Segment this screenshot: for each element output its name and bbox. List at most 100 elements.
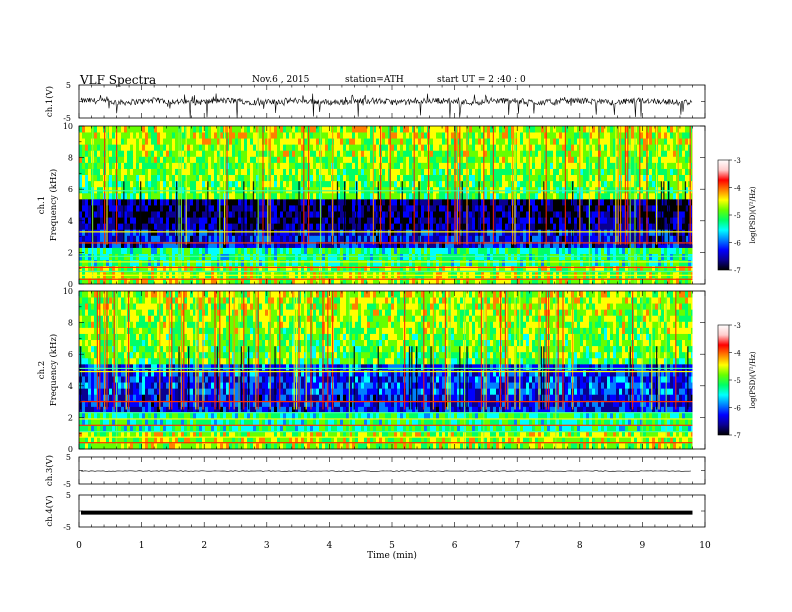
spectrogram-cell [412,247,416,255]
spectrogram-cell [370,168,374,176]
spectrogram-cell [580,174,584,182]
spectrogram-cell [361,241,365,248]
spectrogram-cell [361,150,365,157]
spectrogram-cell [556,265,560,273]
spectrogram-cell [541,265,545,273]
spectrogram-cell [508,138,512,145]
spectrogram-cell [187,180,191,188]
spectrogram-cell [490,150,494,157]
spectrogram-cell [262,241,266,248]
spectrogram-cell [472,247,476,255]
spectrogram-cell [310,174,314,182]
spectrogram-cell [526,144,530,151]
spectrogram-cell [349,144,353,151]
spectrogram-cell [196,235,200,242]
spectrogram-cell [304,138,308,145]
spectrogram-cell [550,156,554,163]
spectrogram-cell [400,156,404,163]
spectrogram-cell [652,144,656,151]
spectrogram-cell [664,192,668,200]
spectrogram-cell [403,217,407,224]
spectrogram-cell [205,235,209,242]
spectrogram-cell [445,138,449,145]
spectrogram-cell [385,265,389,273]
spectrogram-cell [514,174,518,182]
spectrogram-cell [94,162,98,169]
spectrogram-cell [637,150,641,157]
spectrogram-cell [292,223,296,230]
spectrogram-cell [574,156,578,163]
spectrogram-cell [553,138,557,145]
spectrogram-cell [538,223,542,230]
spectrogram-cell [577,265,581,273]
spectrogram-cell [310,180,314,188]
spectrogram-cell [451,223,455,230]
spectrogram-cell [211,223,215,230]
spectrogram-cell [439,174,443,182]
spectrogram-cell [262,174,266,182]
spectrogram-cell [283,180,287,188]
spectrogram-cell [658,168,662,176]
spectrogram-cell [313,235,317,242]
spectrogram-cell [220,156,224,163]
spectrogram-cell [679,162,683,169]
spectrogram-cell [550,144,554,151]
spectrogram-cell [577,235,581,242]
spectrogram-cell [118,211,122,218]
spectrogram-cell [100,180,104,188]
spectrogram-cell [457,277,461,285]
spectrogram-cell [283,241,287,248]
spectrogram-cell [172,241,176,248]
spectrogram-cell [610,211,614,218]
spectrogram-cell [391,277,395,285]
spectrogram-cell [499,205,503,212]
spectrogram-cell [199,162,203,169]
spectrogram-cell [79,265,83,273]
spectrogram-cell [673,168,677,176]
spectrogram-cell [244,235,248,242]
spectrogram-cell [157,247,161,255]
spectrogram-cell [571,168,575,176]
spectrogram-cell [313,192,317,200]
spectrogram-cell [640,247,644,255]
spectrogram-cell [685,144,689,151]
spectrogram-cell [469,150,473,157]
spectrogram-cell [424,241,428,248]
spectrogram-cell [199,180,203,188]
spectrogram-cell [115,241,119,248]
spectrogram-cell [547,247,551,255]
spectrogram-cell [541,198,545,206]
spectrogram-cell [592,180,596,188]
spectrogram-cell [367,174,371,182]
spectrogram-cell [337,198,341,206]
spectrogram-cell [604,265,608,273]
spectrogram-cell [97,241,101,248]
spectrogram-cell [565,144,569,151]
spectrogram-cell [181,174,185,182]
spectrogram-cell [133,223,137,230]
spectrogram-cell [223,241,227,248]
spectrogram-cell [649,223,653,230]
spectrogram-cell [496,186,500,194]
spectrogram-cell [283,138,287,145]
spectrogram-cell [424,180,428,188]
spectrogram-cell [559,265,563,273]
spectrogram-cell [358,192,362,200]
spectrogram-cell [283,277,287,285]
spectrogram-cell [109,162,113,169]
spectrogram-cell [340,144,344,151]
spectrogram-cell [418,223,422,230]
spectrogram-cell [685,229,689,236]
spectrogram-cell [535,198,539,206]
spectrogram-cell [493,217,497,224]
spectrogram-cell [601,168,605,176]
spectrogram-cell [508,150,512,157]
spectrogram-cell [151,217,155,224]
spectrogram-cell [673,144,677,151]
spectrogram-cell [535,192,539,200]
spectrogram-cell [97,186,101,194]
spectrogram-cell [244,211,248,218]
spectrogram-cell [385,198,389,206]
spectrogram-cell [511,277,515,285]
spectrogram-cell [112,241,116,248]
